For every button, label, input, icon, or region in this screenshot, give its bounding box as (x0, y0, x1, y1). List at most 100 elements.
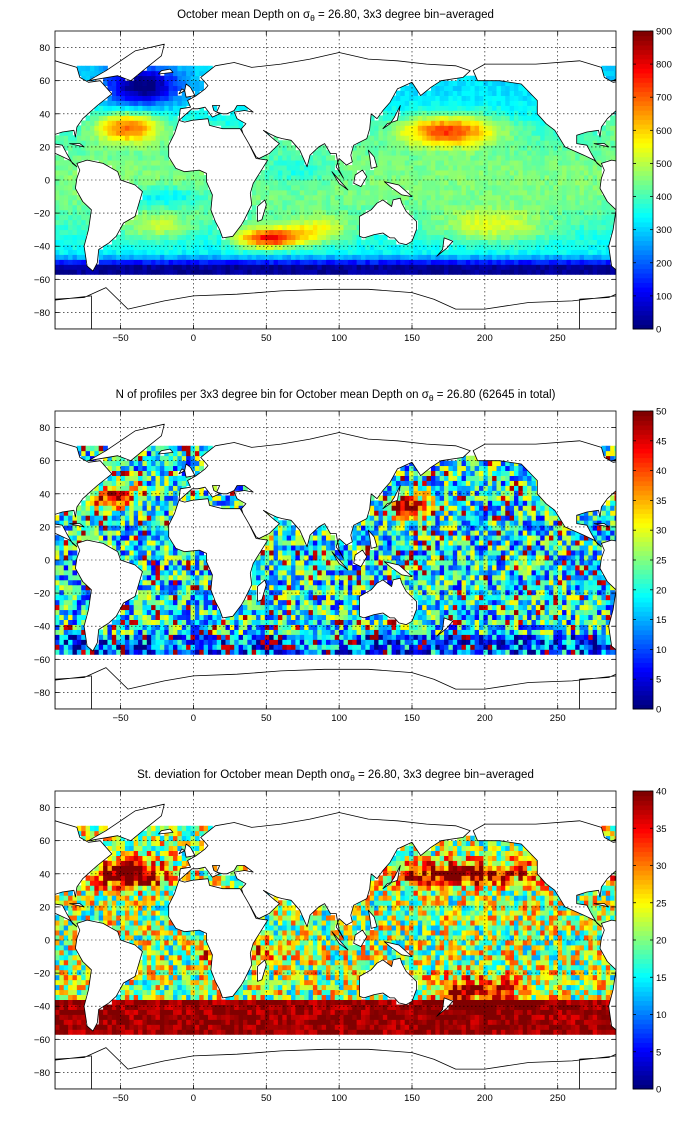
heatmap-cell (103, 145, 108, 151)
heatmap-cell (492, 609, 497, 616)
heatmap-cell (487, 189, 493, 196)
heatmap-cell (470, 170, 476, 176)
heatmap-cell (548, 155, 554, 161)
heatmap-cell (579, 619, 585, 625)
heatmap-cell (391, 170, 397, 176)
heatmap-cell (430, 140, 436, 146)
heatmap-cell (304, 614, 309, 620)
heatmap-cell (63, 234, 69, 240)
heatmap-cell (518, 234, 524, 240)
heatmap-cell (465, 194, 471, 201)
heatmap-cell (439, 199, 445, 206)
heatmap-cell (334, 629, 340, 635)
heatmap-cell (59, 649, 65, 655)
heatmap-cell (159, 100, 165, 106)
heatmap-cell (378, 619, 384, 625)
heatmap-cell (579, 175, 585, 181)
heatmap-cell (422, 90, 427, 96)
heatmap-cell (273, 219, 279, 226)
heatmap-cell (173, 249, 178, 255)
heatmap-cell (138, 624, 143, 630)
heatmap-cell (452, 234, 458, 240)
heatmap-cell (133, 135, 139, 141)
heatmap-cell (225, 244, 231, 250)
heatmap-cell (291, 180, 296, 186)
heatmap-cell (291, 165, 296, 171)
heatmap-cell (155, 214, 161, 221)
heatmap-cell (124, 170, 130, 176)
heatmap-cell (343, 189, 349, 196)
heatmap-cell (527, 629, 532, 635)
heatmap-cell (496, 170, 502, 176)
heatmap-cell (461, 644, 467, 650)
heatmap-cell (514, 264, 519, 270)
heatmap-cell (347, 609, 353, 616)
heatmap-cell (518, 619, 524, 625)
heatmap-cell (391, 249, 397, 255)
heatmap-cell (356, 160, 362, 166)
heatmap-cell (474, 150, 480, 156)
heatmap-cell (260, 249, 266, 255)
heatmap-cell (142, 609, 148, 616)
heatmap-cell (465, 619, 471, 625)
heatmap-cell (212, 634, 218, 640)
heatmap-cell (164, 135, 170, 141)
heatmap-cell (395, 175, 401, 181)
heatmap-cell (514, 229, 519, 236)
heatmap-cell (63, 224, 69, 231)
heatmap-cell (500, 115, 506, 121)
heatmap-cell (334, 269, 340, 275)
heatmap-cell (159, 135, 165, 141)
heatmap-cell (94, 70, 100, 77)
heatmap-cell (583, 180, 589, 186)
heatmap-cell (557, 140, 563, 146)
heatmap-cell (439, 170, 445, 176)
heatmap-cell (548, 619, 554, 625)
heatmap-cell (304, 259, 309, 265)
colorbar-tick-label: 600 (656, 126, 672, 137)
heatmap-cell (68, 194, 73, 201)
heatmap-cell (579, 209, 585, 216)
heatmap-cell (129, 604, 135, 611)
heatmap-cell (522, 189, 528, 196)
heatmap-cell (382, 110, 388, 116)
heatmap-cell (356, 189, 362, 196)
heatmap-cell (138, 95, 143, 101)
heatmap-cell (404, 184, 410, 191)
heatmap-cell (111, 140, 117, 146)
heatmap-cell (570, 244, 576, 250)
heatmap-cell (548, 644, 554, 650)
heatmap-cell (522, 249, 528, 255)
heatmap-cell (514, 105, 519, 111)
heatmap-cell (277, 160, 283, 166)
heatmap-cell (430, 105, 436, 111)
heatmap-cell (120, 269, 126, 275)
heatmap-cell (264, 219, 270, 226)
heatmap-cell (339, 609, 344, 616)
heatmap-cell (251, 209, 257, 216)
heatmap-cell (181, 609, 187, 616)
heatmap-cell (116, 170, 121, 176)
heatmap-cell (518, 184, 524, 191)
heatmap-cell (391, 244, 397, 250)
heatmap-cell (356, 254, 362, 260)
heatmap-cell (492, 189, 497, 196)
heatmap-cell (531, 160, 537, 166)
heatmap-cell (59, 634, 65, 640)
heatmap-cell (422, 264, 427, 270)
heatmap-cell (98, 100, 104, 106)
heatmap-cell (229, 115, 235, 121)
heatmap-cell (457, 95, 462, 101)
heatmap-cell (413, 239, 419, 245)
heatmap-cell (260, 609, 266, 616)
heatmap-cell (155, 624, 161, 630)
heatmap-cell (347, 229, 353, 236)
heatmap-cell (181, 244, 187, 250)
heatmap-cell (155, 145, 161, 151)
heatmap-cell (72, 224, 78, 231)
heatmap-cell (164, 100, 170, 106)
heatmap-cell (286, 649, 292, 655)
heatmap-cell (81, 125, 86, 131)
heatmap-cell (544, 140, 550, 146)
heatmap-cell (146, 199, 152, 206)
